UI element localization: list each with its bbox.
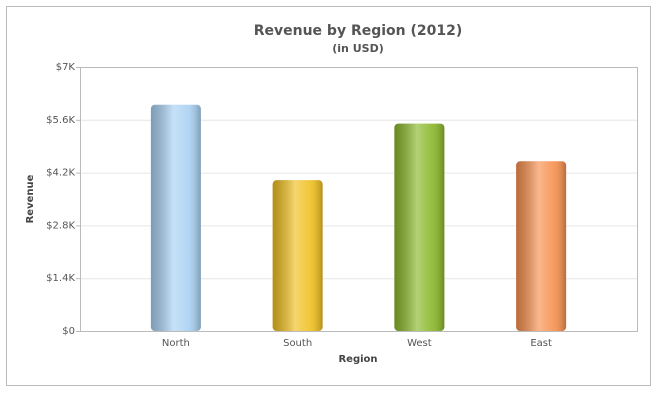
bar (272, 180, 323, 331)
x-tick-label: West (407, 338, 432, 349)
y-axis-title: Revenue (25, 174, 36, 223)
x-tick-label: East (530, 338, 552, 349)
chart-title: Revenue by Region (2012) (254, 23, 463, 39)
y-tick-label: $0 (62, 326, 75, 337)
y-tick-label: $2.8K (46, 220, 75, 231)
y-tick-label: $1.4K (46, 273, 75, 284)
bar (150, 104, 201, 331)
x-axis-title: Region (338, 354, 377, 365)
x-tick-label: North (162, 338, 190, 349)
y-tick-label: $5.6K (46, 115, 75, 126)
y-tick-label: $7K (56, 62, 76, 73)
y-tick-label: $4.2K (46, 168, 75, 179)
bar (394, 123, 445, 331)
chart-subtitle: (in USD) (332, 42, 383, 55)
bar (516, 161, 567, 331)
x-tick-label: South (283, 338, 312, 349)
